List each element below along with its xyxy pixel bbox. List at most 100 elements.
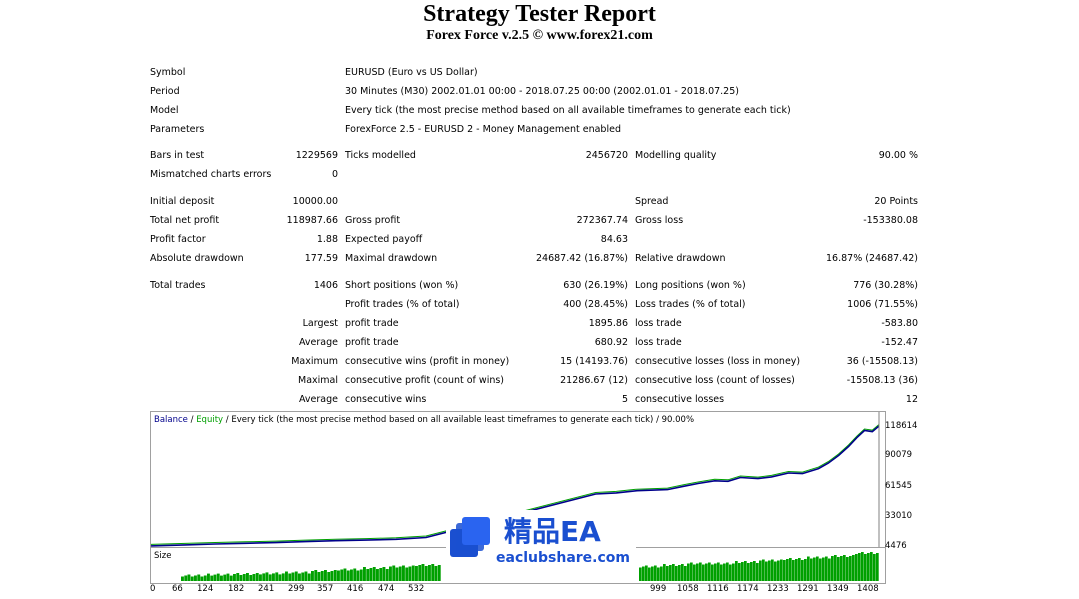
size-bar: [654, 565, 657, 581]
size-bar: [382, 567, 386, 581]
average-profit-label: profit trade: [345, 337, 399, 348]
legend-description: / Every tick (the most precise method ba…: [223, 415, 695, 425]
size-bar: [762, 559, 765, 581]
watermark-cn: 精品EA: [504, 515, 601, 548]
size-bar: [795, 559, 798, 581]
parameters-label: Parameters: [150, 124, 205, 135]
watermark-url: eaclubshare.com: [496, 550, 630, 566]
size-bar: [359, 569, 363, 581]
size-bar: [408, 566, 412, 581]
max-cons-losses-label: consecutive losses (loss in money): [635, 356, 801, 367]
size-bar: [798, 558, 801, 581]
size-bar: [714, 563, 717, 581]
size-bar: [876, 553, 879, 581]
size-bar: [873, 554, 876, 581]
average-loss-value: -152.47: [881, 337, 918, 348]
size-bar: [184, 575, 188, 581]
spread-label: Spread: [635, 196, 669, 207]
x-tick-label: 241: [258, 584, 275, 594]
size-bar: [840, 556, 843, 581]
avg-cons-wins-value: 5: [621, 394, 628, 405]
size-bar: [843, 555, 846, 581]
largest-profit-label: profit trade: [345, 318, 399, 329]
report-title: Strategy Tester Report: [423, 1, 656, 27]
size-bar: [807, 556, 810, 581]
gross-loss-value: -153380.08: [863, 215, 918, 226]
size-bar: [639, 567, 642, 581]
x-tick-label: 1233: [767, 584, 789, 594]
legend-equity: Equity: [196, 415, 224, 425]
size-bar: [783, 560, 786, 581]
largest-label: Largest: [302, 318, 338, 329]
size-bar: [281, 573, 285, 581]
size-bar: [678, 565, 681, 581]
size-bar: [343, 568, 347, 581]
loss-trades-label: Loss trades (% of total): [635, 299, 746, 310]
size-bar: [389, 566, 392, 581]
size-bar: [259, 574, 262, 581]
chart-legend: Balance / Equity / Every tick (the most …: [154, 415, 694, 425]
size-bar: [346, 570, 350, 581]
size-bar: [304, 571, 308, 581]
x-tick-label: 1116: [707, 584, 729, 594]
max-cons-losses-value: 36 (-15508.13): [846, 356, 918, 367]
size-bar: [789, 558, 792, 581]
absolute-drawdown-label: Absolute drawdown: [150, 253, 244, 264]
size-bar: [327, 572, 331, 581]
size-bar: [861, 552, 864, 581]
short-positions-value: 630 (26.19%): [563, 280, 628, 291]
y-tick-label: 4476: [885, 541, 907, 551]
gross-loss-label: Gross loss: [635, 215, 684, 226]
expected-payoff-value: 84.63: [600, 234, 628, 245]
size-bar: [239, 575, 243, 581]
maximal-cons-loss-label: consecutive loss (count of losses): [635, 375, 795, 386]
short-positions-label: Short positions (won %): [345, 280, 459, 291]
parameters-value: ForexForce 2.5 - EURUSD 2 - Money Manage…: [345, 124, 621, 135]
size-bar: [415, 566, 418, 581]
size-bar: [666, 566, 669, 581]
size-bar: [340, 569, 344, 581]
size-bar: [402, 565, 405, 581]
size-bar: [831, 556, 834, 581]
size-bar: [651, 566, 654, 581]
size-bar: [333, 570, 337, 581]
x-tick-label: 1174: [737, 584, 759, 594]
size-bar: [233, 574, 236, 581]
size-bar: [810, 558, 813, 581]
maximal-cons-loss-value: -15508.13 (36): [846, 375, 918, 386]
legend-balance: Balance: [154, 415, 188, 425]
size-bar: [855, 554, 858, 581]
bars-in-test-value: 1229569: [295, 150, 338, 161]
size-bar: [819, 558, 822, 581]
size-bar: [311, 571, 314, 581]
size-bar: [711, 564, 714, 581]
size-bar: [285, 571, 288, 581]
profit-trades-label: Profit trades (% of total): [345, 299, 460, 310]
expected-payoff-label: Expected payoff: [345, 234, 423, 245]
ticks-modelled-value: 2456720: [585, 150, 628, 161]
ticks-modelled-label: Ticks modelled: [345, 150, 416, 161]
size-bar: [774, 561, 777, 581]
total-trades-label: Total trades: [150, 280, 206, 291]
relative-drawdown-value: 16.87% (24687.42): [826, 253, 918, 264]
maximal-drawdown-label: Maximal drawdown: [345, 253, 438, 264]
size-bar: [681, 564, 684, 581]
size-bar: [418, 565, 422, 581]
y-tick-label: 61545: [885, 481, 913, 491]
size-bar: [663, 564, 666, 581]
size-bar: [194, 575, 197, 581]
size-bar: [249, 575, 253, 581]
size-bar: [729, 564, 732, 581]
size-bar: [307, 573, 311, 581]
symbol-label: Symbol: [150, 67, 186, 78]
size-bar: [744, 561, 747, 581]
size-bar: [870, 552, 873, 581]
gross-profit-label: Gross profit: [345, 215, 401, 226]
x-tick-label: 66: [172, 584, 183, 594]
size-bar: [197, 574, 201, 581]
size-bar: [220, 575, 223, 581]
size-bar: [699, 562, 702, 581]
model-value: Every tick (the most precise method base…: [345, 105, 791, 116]
size-bar: [753, 561, 756, 581]
equity-line: [151, 424, 880, 545]
